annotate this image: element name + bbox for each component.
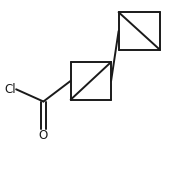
Text: O: O (39, 129, 48, 142)
Text: Cl: Cl (4, 83, 16, 96)
